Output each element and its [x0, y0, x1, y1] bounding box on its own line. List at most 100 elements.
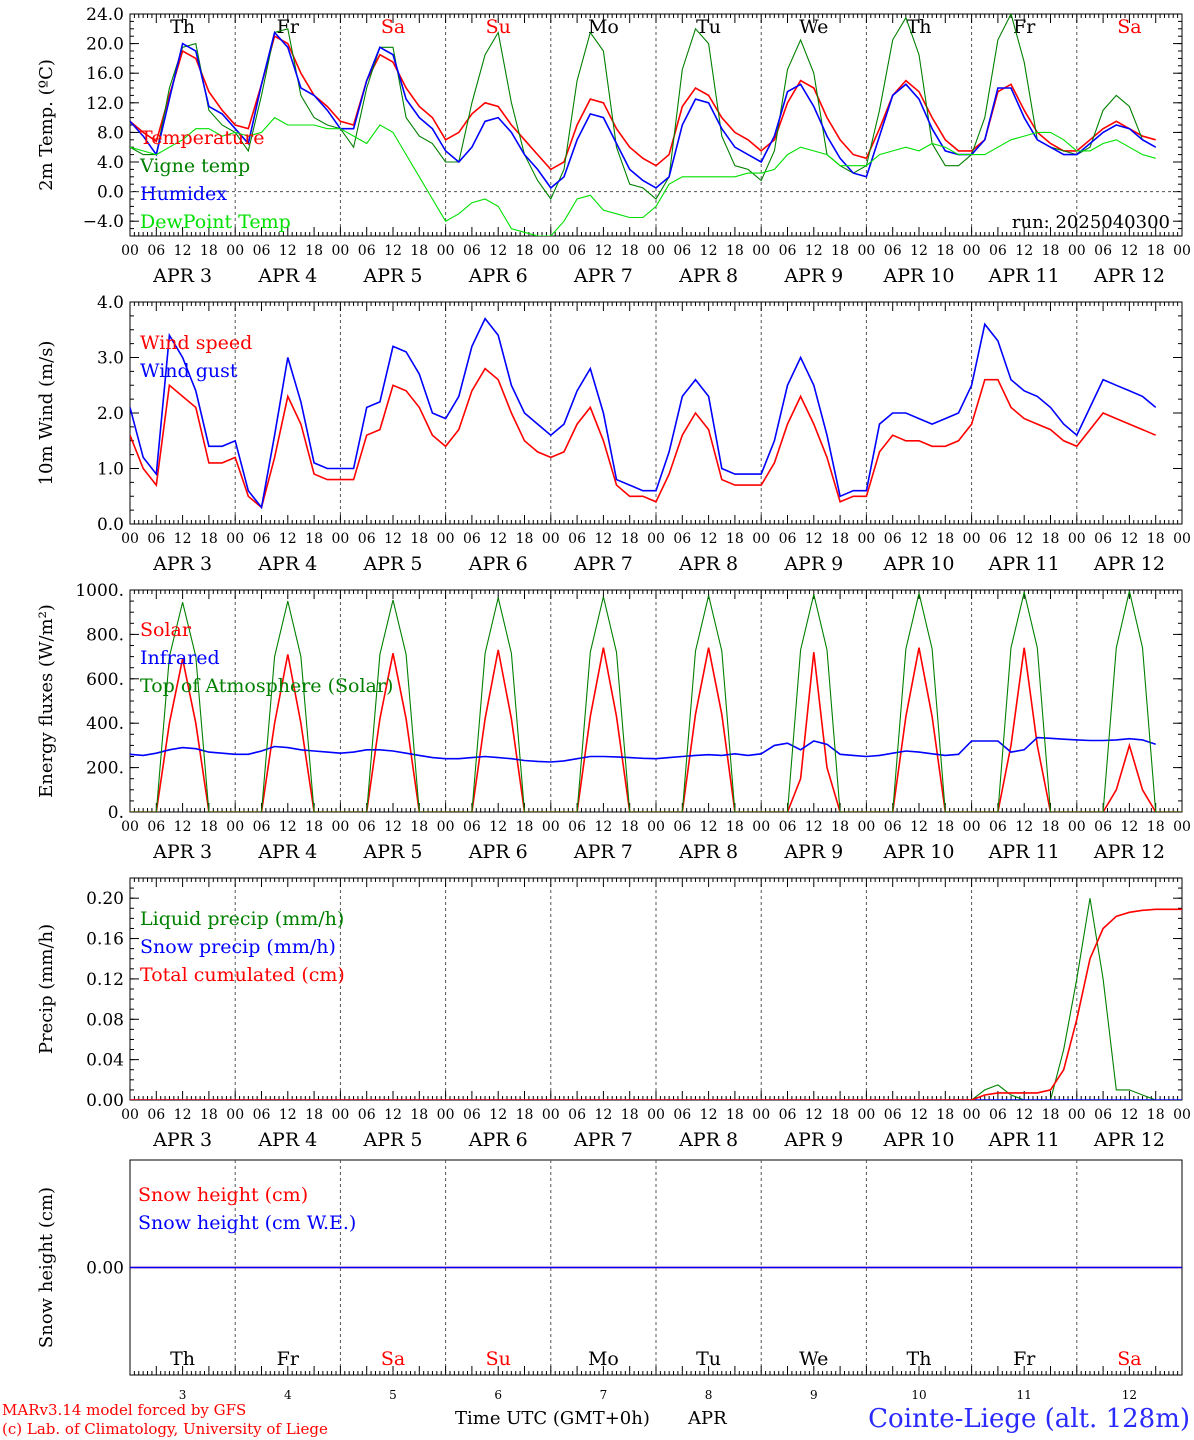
- day-label: APR 12: [1093, 265, 1165, 287]
- hour-tick-label: 12: [700, 819, 718, 835]
- hour-tick-label: 18: [410, 243, 428, 259]
- legend-entry: Temperature: [140, 127, 264, 149]
- hour-tick-label: 00: [857, 531, 875, 547]
- hour-tick-label: 18: [305, 531, 323, 547]
- hour-tick-label: 12: [279, 243, 297, 259]
- hour-tick-label: 12: [489, 819, 507, 835]
- hour-tick-label: 00: [1068, 531, 1086, 547]
- hour-tick-label: 12: [805, 531, 823, 547]
- series-line-dewpoint-temp: [130, 116, 1156, 236]
- hour-tick-label: 06: [147, 1107, 165, 1123]
- hour-tick-label: 00: [121, 243, 139, 259]
- y-tick-label: 2.0: [97, 404, 124, 424]
- hour-tick-label: 06: [884, 243, 902, 259]
- hour-tick-label: 00: [1173, 243, 1191, 259]
- y-tick-label: 600.: [86, 670, 124, 690]
- day-label: APR 7: [573, 553, 633, 575]
- series-line-vigne-temp: [130, 14, 1156, 201]
- hour-tick-label: 06: [884, 531, 902, 547]
- day-label: APR 12: [1093, 1129, 1165, 1151]
- hour-tick-label: 18: [831, 1107, 849, 1123]
- y-tick-label: 0.00: [86, 1091, 124, 1111]
- y-tick-label: 12.0: [86, 94, 124, 114]
- hour-tick-label: 18: [831, 819, 849, 835]
- hour-tick-label: 12: [174, 1107, 192, 1123]
- day-label: APR 5: [363, 841, 423, 863]
- hour-tick-label: 06: [673, 531, 691, 547]
- day-label: APR 7: [573, 841, 633, 863]
- y-tick-label: 0.12: [86, 970, 124, 990]
- hour-tick-label: 06: [989, 819, 1007, 835]
- hour-tick-label: 00: [752, 819, 770, 835]
- x-axis-month: APR: [687, 1408, 727, 1429]
- y-tick-label: 24.0: [86, 5, 124, 25]
- day-label: APR 12: [1093, 841, 1165, 863]
- series-line-liquid-precip-mm-h-: [130, 898, 1182, 1100]
- weekday-label: Mo: [588, 16, 619, 38]
- day-label: APR 9: [783, 1129, 843, 1151]
- hour-tick-label: 06: [147, 819, 165, 835]
- hour-tick-label: 18: [621, 531, 639, 547]
- hour-tick-label: 00: [647, 1107, 665, 1123]
- hour-tick-label: 18: [516, 819, 534, 835]
- hour-tick-label: 00: [963, 819, 981, 835]
- day-label: APR 12: [1093, 553, 1165, 575]
- hour-tick-label: 06: [568, 531, 586, 547]
- legend-entry: Wind speed: [140, 332, 252, 354]
- hour-tick-label: 12: [174, 819, 192, 835]
- day-label: APR 10: [882, 265, 954, 287]
- day-label: APR 8: [678, 1129, 738, 1151]
- legend-entry: Top of Atmosphere (Solar): [140, 675, 393, 697]
- weekday-label: Sa: [381, 1348, 405, 1370]
- weekday-label: Su: [486, 16, 511, 38]
- hour-tick-label: 18: [621, 1107, 639, 1123]
- day-number-label: 12: [1122, 1388, 1137, 1402]
- hour-tick-label: 00: [1173, 819, 1191, 835]
- day-label: APR 6: [468, 553, 528, 575]
- day-number-label: 7: [600, 1388, 608, 1402]
- hour-tick-label: 18: [1042, 819, 1060, 835]
- day-label: APR 3: [152, 1129, 212, 1151]
- y-tick-label: 0.16: [86, 930, 124, 950]
- day-label: APR 8: [678, 841, 738, 863]
- station-name: Cointe-Liege (alt. 128m): [868, 1404, 1190, 1434]
- hour-tick-label: 06: [463, 243, 481, 259]
- hour-tick-label: 12: [700, 531, 718, 547]
- hour-tick-label: 18: [516, 1107, 534, 1123]
- hour-tick-label: 06: [147, 531, 165, 547]
- weekday-label: Th: [170, 1348, 195, 1370]
- y-tick-label: 4.0: [97, 153, 124, 173]
- hour-tick-label: 06: [779, 819, 797, 835]
- hour-tick-label: 06: [358, 531, 376, 547]
- weekday-label: Sa: [381, 16, 405, 38]
- hour-tick-label: 06: [463, 531, 481, 547]
- hour-tick-label: 12: [594, 531, 612, 547]
- hour-tick-label: 00: [437, 819, 455, 835]
- hour-tick-label: 12: [174, 243, 192, 259]
- hour-tick-label: 18: [621, 243, 639, 259]
- hour-tick-label: 18: [1042, 1107, 1060, 1123]
- hour-tick-label: 18: [936, 819, 954, 835]
- weekday-label: Tu: [696, 16, 721, 38]
- weekday-label: Th: [170, 16, 195, 38]
- hour-tick-label: 00: [542, 531, 560, 547]
- y-axis-label: Precip (mm/h): [36, 924, 57, 1054]
- hour-tick-label: 06: [884, 1107, 902, 1123]
- series-line-temperature: [130, 35, 1156, 171]
- legend-entry: Humidex: [140, 183, 227, 205]
- hour-tick-label: 12: [594, 1107, 612, 1123]
- hour-tick-label: 06: [463, 819, 481, 835]
- hour-tick-label: 12: [805, 1107, 823, 1123]
- hour-tick-label: 18: [516, 531, 534, 547]
- weekday-label: Th: [907, 1348, 932, 1370]
- hour-tick-label: 06: [568, 243, 586, 259]
- weekday-label: Fr: [1013, 1348, 1036, 1370]
- series-line-top-of-atmosphere-solar-: [130, 590, 1182, 812]
- hour-tick-label: 18: [936, 1107, 954, 1123]
- hour-tick-label: 00: [331, 1107, 349, 1123]
- panel-3: 1000. 800. 600. 400. 200. 0. Energy fluxes (W/…: [36, 581, 1191, 863]
- hour-tick-label: 00: [121, 819, 139, 835]
- day-label: APR 6: [468, 1129, 528, 1151]
- hour-tick-label: 06: [779, 531, 797, 547]
